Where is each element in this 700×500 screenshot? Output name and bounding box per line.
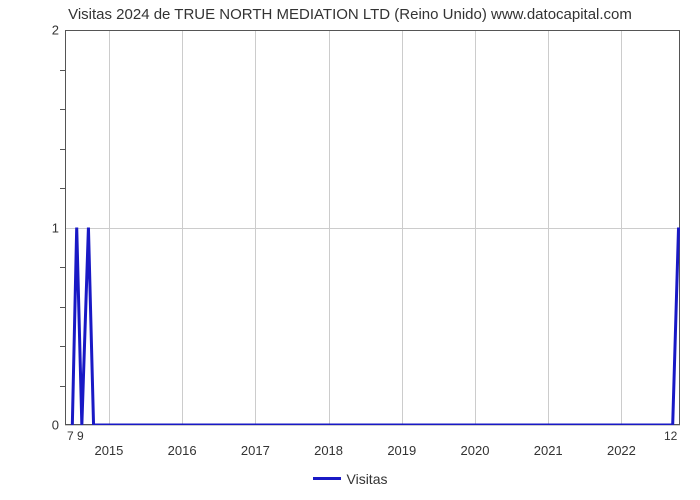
x-edge-label-right: 12 [664, 429, 677, 443]
y-minor-tick [60, 109, 65, 110]
legend-label: Visitas [347, 471, 388, 487]
chart-container: Visitas 2024 de TRUE NORTH MEDIATION LTD… [0, 0, 700, 500]
x-tick-label: 2021 [534, 443, 563, 458]
y-tick-label: 0 [47, 418, 59, 433]
y-minor-tick [60, 267, 65, 268]
y-tick-label: 2 [47, 23, 59, 38]
y-minor-tick [60, 346, 65, 347]
y-minor-tick [60, 149, 65, 150]
series-line [65, 30, 680, 425]
x-tick-label: 2017 [241, 443, 270, 458]
gridline-horizontal [65, 425, 680, 426]
legend: Visitas [0, 470, 700, 488]
x-tick-label: 2020 [461, 443, 490, 458]
chart-title: Visitas 2024 de TRUE NORTH MEDIATION LTD… [0, 6, 700, 23]
x-tick-label: 2016 [168, 443, 197, 458]
y-minor-tick [60, 386, 65, 387]
x-tick-label: 2018 [314, 443, 343, 458]
x-edge-label-left: 7 9 [67, 429, 84, 443]
x-tick-label: 2022 [607, 443, 636, 458]
y-minor-tick [60, 70, 65, 71]
y-tick-label: 1 [47, 220, 59, 235]
y-minor-tick [60, 307, 65, 308]
legend-line [313, 477, 341, 480]
x-tick-label: 2019 [387, 443, 416, 458]
y-minor-tick [60, 188, 65, 189]
x-tick-label: 2015 [94, 443, 123, 458]
plot-area [65, 30, 680, 425]
